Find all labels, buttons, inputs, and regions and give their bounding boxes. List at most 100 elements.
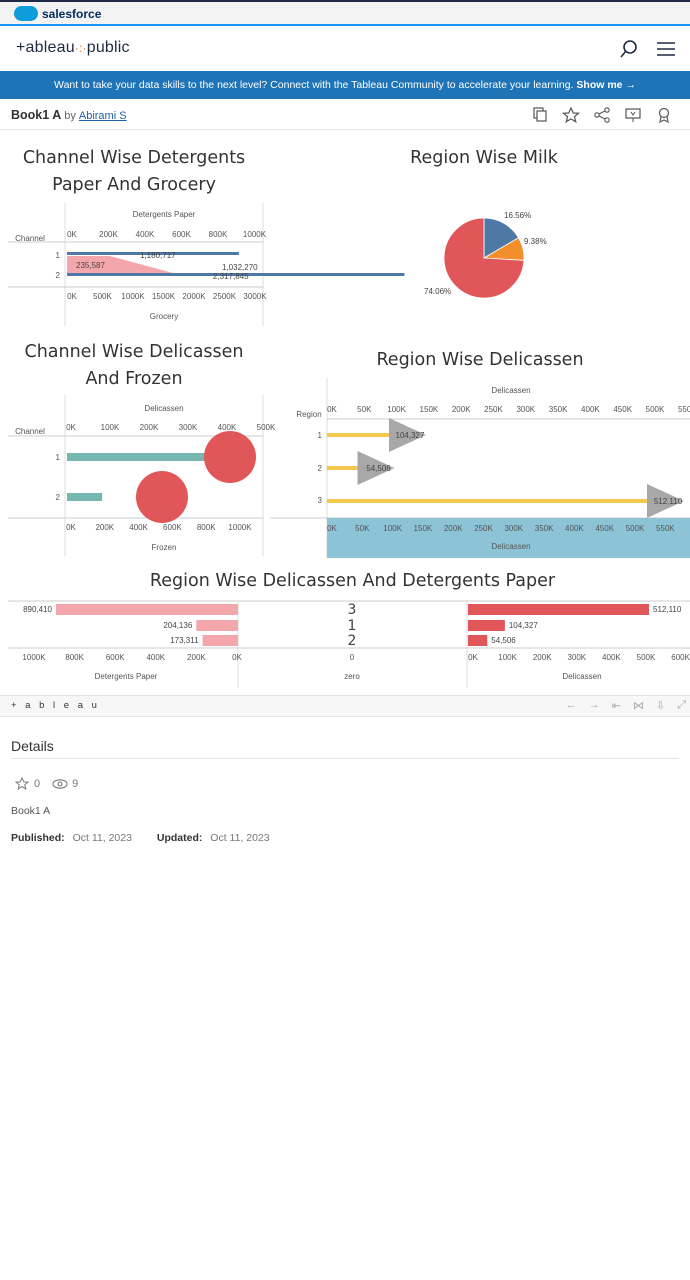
- present-icon[interactable]: [623, 106, 643, 124]
- chart3-frozen-circle-1[interactable]: [204, 431, 256, 483]
- chart5-right-tick: 600K: [671, 653, 690, 662]
- chart1-top-tick: 1000K: [243, 230, 267, 239]
- details-workbook-name: Book1 A: [11, 805, 51, 817]
- copy-icon[interactable]: [530, 106, 550, 124]
- chart4-top-tick: 550K: [678, 405, 690, 414]
- dashboard-canvas[interactable]: Detergents Paper Channel Grocery 1 2 0K 2…: [0, 131, 690, 695]
- redo-icon[interactable]: →: [588, 699, 600, 711]
- chart1-grocery-bar-2[interactable]: [67, 273, 405, 276]
- chart2-pie[interactable]: 16.56% 9.38% 74.06%: [424, 211, 547, 299]
- chart1-row-1: 1: [56, 251, 61, 260]
- favorite-star-icon[interactable]: [561, 106, 581, 124]
- details-dates: Published: Oct 11, 2023 Updated: Oct 11,…: [11, 832, 270, 844]
- chart3-top-tick: 500K: [257, 423, 276, 432]
- chart4-triangle[interactable]: [389, 418, 427, 452]
- chart4-bar[interactable]: [327, 499, 651, 503]
- chart5-delicassen-bar[interactable]: [468, 620, 505, 631]
- undo-icon[interactable]: ←: [565, 699, 577, 711]
- chart5-title: Region Wise Delicassen And Detergents Pa…: [149, 571, 556, 591]
- chart1[interactable]: Detergents Paper Channel Grocery 1 2 0K 2…: [8, 203, 405, 326]
- revert-icon[interactable]: ⇤: [611, 700, 621, 712]
- chart4-bottom-tick: 250K: [474, 524, 493, 533]
- chart4-bottom-tick: 300K: [504, 524, 523, 533]
- chart3-bottom-tick: 600K: [163, 523, 182, 532]
- chart5-detergents-bar[interactable]: [202, 635, 238, 646]
- chart1-detergents-area[interactable]: [67, 256, 177, 274]
- chart4-top-tick: 450K: [613, 405, 632, 414]
- chart3-marks[interactable]: [67, 431, 256, 523]
- chart3-top-tick: 200K: [140, 423, 159, 432]
- author-link[interactable]: Abirami S: [78, 110, 127, 122]
- viz-controls: ← → ⇤ ⋈ ⇩ ⤢: [566, 699, 686, 712]
- chart1-grocery-bar-1[interactable]: [67, 252, 239, 255]
- chart5-detergents-bar[interactable]: [56, 604, 238, 615]
- published-label: Published:: [11, 832, 65, 844]
- chart3-delicassen-bar-2[interactable]: [67, 493, 103, 501]
- chart5-right-tick: 100K: [498, 653, 517, 662]
- fullscreen-icon[interactable]: ⤢: [677, 699, 686, 711]
- chart4-triangle[interactable]: [357, 451, 395, 485]
- banner-link[interactable]: Show me →: [576, 79, 636, 91]
- chart1-top-tick: 600K: [172, 230, 191, 239]
- published-date: Oct 11, 2023: [72, 832, 132, 844]
- chart1-bottom-tick: 0K: [67, 292, 77, 301]
- share-viz-icon[interactable]: ⋈: [632, 700, 644, 712]
- chart4-bar[interactable]: [327, 466, 362, 470]
- chart4-marks[interactable]: 104,327 54,506 512,110: [327, 418, 684, 518]
- chart5-left-tick: 1000K: [22, 653, 46, 662]
- chart1-top-tick: 800K: [209, 230, 228, 239]
- chart5-right-tick: 0K: [468, 653, 478, 662]
- chart4-bar[interactable]: [327, 433, 394, 437]
- chart5-right-tick: 500K: [637, 653, 656, 662]
- workbook-by: by: [64, 110, 76, 122]
- chart3-delicassen-bar-1[interactable]: [67, 453, 210, 461]
- badge-icon[interactable]: [654, 106, 674, 124]
- tableau-public-logo[interactable]: +ableau·:·public: [16, 39, 130, 57]
- chart1-label: 2,317,845: [213, 272, 249, 281]
- chart1-bottom-tick: 2500K: [213, 292, 237, 301]
- chart5-mid-tick: 0: [350, 653, 355, 662]
- menu-icon[interactable]: [655, 38, 677, 60]
- salesforce-bar: salesforce: [0, 0, 690, 26]
- chart4-bottom-tick: 50K: [355, 524, 370, 533]
- chart4-bottom-ticks: 0K 50K 100K 150K 200K 250K 300K 350K 400K 450K 500…: [327, 524, 675, 533]
- chart4-top-tick: 350K: [549, 405, 568, 414]
- chart5-marks[interactable]: 890,410 3 512,110 204,136 1 104,327 173,311 2 54…: [23, 602, 682, 649]
- chart1-title: Channel Wise Detergents Paper And Grocer…: [22, 148, 246, 195]
- chart5-delicassen-bar[interactable]: [468, 604, 649, 615]
- search-icon[interactable]: [618, 38, 640, 60]
- tableau-brand[interactable]: + a b l e a u: [11, 700, 100, 711]
- chart3-row-2: 2: [56, 493, 61, 502]
- chart5-delicassen-bar[interactable]: [468, 635, 488, 646]
- chart2-slice[interactable]: [443, 217, 525, 299]
- chart3-top-tick: 300K: [179, 423, 198, 432]
- chart3-frozen-circle-2[interactable]: [136, 471, 188, 523]
- updated-label: Updated:: [156, 832, 203, 844]
- chart4-top-tick: 200K: [452, 405, 471, 414]
- chart3-top-tick: 400K: [218, 423, 237, 432]
- chart4-bottom-tick: 450K: [595, 524, 614, 533]
- chart5-delicassen-label: 512,110: [653, 605, 682, 614]
- chart5-detergents-bar[interactable]: [196, 620, 238, 631]
- chart4[interactable]: Delicassen Region Delicassen 1 2 3 0K 50K…: [270, 378, 690, 558]
- chart3[interactable]: Delicassen Channel Frozen 1 2 0K 100K 200K…: [8, 395, 276, 556]
- chart4-triangle[interactable]: [647, 484, 684, 518]
- chart5-delicassen-label: 104,327: [509, 621, 538, 630]
- workbook-name: Book1 A: [11, 108, 62, 122]
- share-icon[interactable]: [592, 106, 612, 124]
- details-title: Details: [11, 738, 54, 754]
- workbook-actions: [530, 106, 674, 124]
- chart1-top-tick: 0K: [67, 230, 77, 239]
- chart4-row-3: 3: [318, 496, 323, 505]
- favorite-count-star-icon[interactable]: [14, 776, 30, 791]
- salesforce-logo[interactable]: salesforce: [14, 6, 101, 21]
- download-icon[interactable]: ⇩: [655, 700, 666, 712]
- chart1-label: 1,180,717: [140, 251, 176, 260]
- chart4-top-tick: 250K: [484, 405, 503, 414]
- chart5[interactable]: Detergents Paper zero Delicassen 1000K 80…: [8, 600, 690, 688]
- chart5-right-tick: 200K: [533, 653, 552, 662]
- chart3-top-tick: 100K: [101, 423, 120, 432]
- chart3-row-header: Channel: [15, 427, 45, 436]
